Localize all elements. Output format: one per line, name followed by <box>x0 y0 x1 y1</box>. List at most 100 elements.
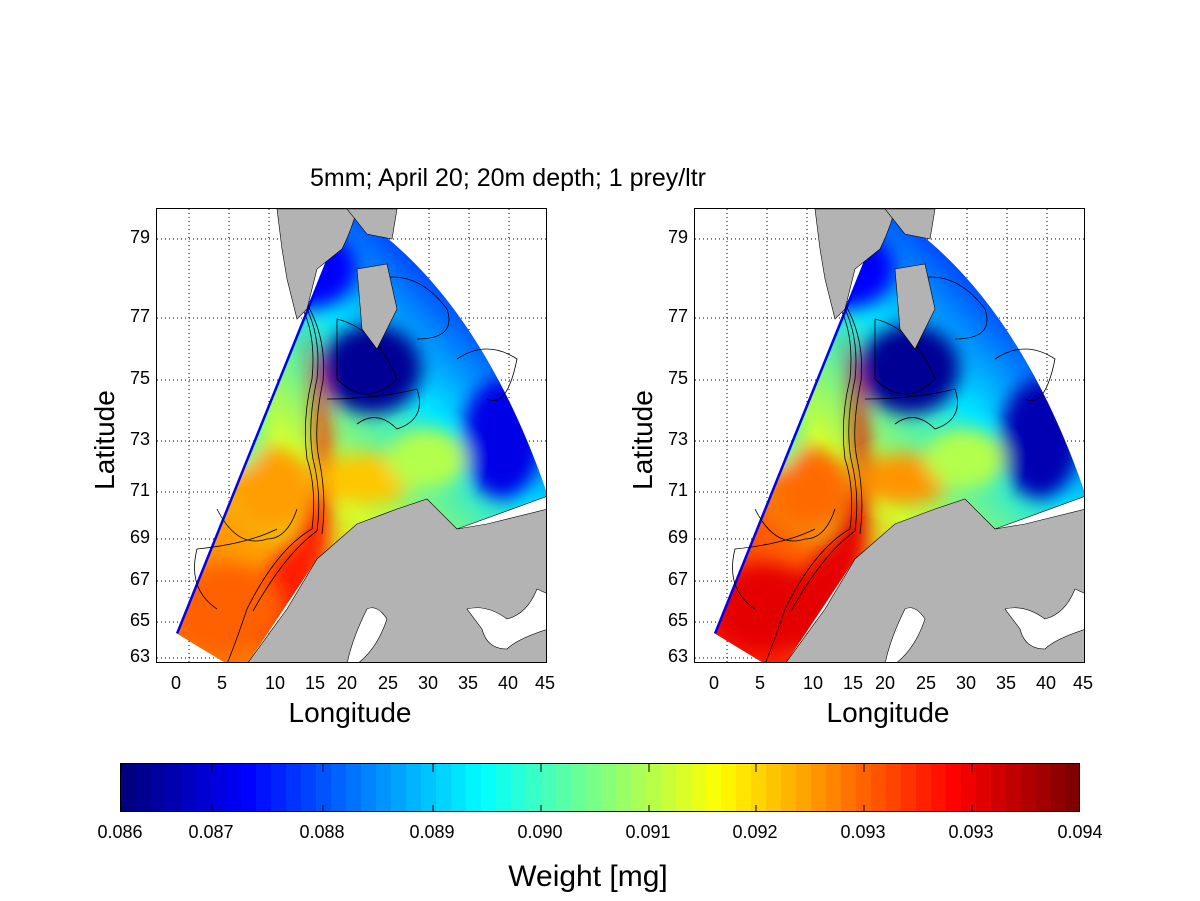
y-tick-label: 77 <box>667 306 688 326</box>
x-tick-label: 0 <box>170 673 182 693</box>
colorbar-swatch <box>856 764 872 811</box>
colorbar-swatch <box>1021 764 1037 811</box>
right-map-axes <box>694 208 1085 663</box>
colorbar-tick-label: 0.094 <box>1057 822 1103 842</box>
colorbar-swatch <box>571 764 587 811</box>
colorbar-swatch <box>391 764 407 811</box>
colorbar-swatch <box>256 764 272 811</box>
colorbar-swatch <box>241 764 257 811</box>
x-tick-label: 35 <box>457 673 479 693</box>
x-tick-label: 30 <box>955 673 977 693</box>
colorbar-swatch <box>661 764 677 811</box>
left-map-axes <box>156 208 547 663</box>
right-x-axis-label: Longitude <box>826 697 950 728</box>
colorbar-swatch <box>316 764 332 811</box>
y-tick-label: 75 <box>129 368 150 388</box>
colorbar-swatch <box>361 764 377 811</box>
y-tick-label: 75 <box>667 368 688 388</box>
y-tick-label: 63 <box>667 646 688 666</box>
y-tick-label: 73 <box>129 429 150 449</box>
colorbar-swatch <box>766 764 782 811</box>
y-tick-label: 79 <box>667 227 688 247</box>
colorbar-swatch <box>541 764 557 811</box>
colorbar-swatch <box>721 764 737 811</box>
colorbar-swatch <box>346 764 362 811</box>
colorbar-swatch <box>301 764 317 811</box>
x-tick-label: 20 <box>336 673 358 693</box>
colorbar-swatch <box>706 764 722 811</box>
colorbar-tick-label: 0.092 <box>732 822 778 842</box>
y-tick-label: 77 <box>129 306 150 326</box>
colorbar-swatch <box>976 764 992 811</box>
colorbar-swatch <box>376 764 392 811</box>
colorbar-swatch <box>811 764 827 811</box>
colorbar-swatch <box>1036 764 1052 811</box>
x-tick-label: 30 <box>417 673 439 693</box>
colorbar-swatch <box>271 764 287 811</box>
map-plot <box>695 209 1084 662</box>
y-tick-label: 63 <box>129 646 150 666</box>
x-tick-label: 25 <box>915 673 937 693</box>
y-tick-label: 65 <box>129 610 150 630</box>
colorbar-tick-label: 0.086 <box>97 822 143 842</box>
colorbar-swatch <box>691 764 707 811</box>
colorbar-swatch <box>796 764 812 811</box>
x-tick-label: 10 <box>264 673 286 693</box>
x-tick-label: 40 <box>497 673 519 693</box>
x-tick-label: 15 <box>304 673 326 693</box>
x-tick-label: 40 <box>1035 673 1057 693</box>
colorbar-swatch <box>916 764 932 811</box>
y-tick-label: 67 <box>129 569 150 589</box>
x-tick-label: 45 <box>534 673 556 693</box>
colorbar-swatch <box>946 764 962 811</box>
colorbar-swatch <box>901 764 917 811</box>
colorbar-tick-label: 0.089 <box>409 822 455 842</box>
colorbar-swatch <box>496 764 512 811</box>
colorbar-swatch <box>601 764 617 811</box>
colorbar-swatch <box>616 764 632 811</box>
x-tick-label: 5 <box>754 673 766 693</box>
colorbar-swatch <box>991 764 1007 811</box>
colorbar-swatch <box>781 764 797 811</box>
y-tick-label: 69 <box>129 527 150 547</box>
colorbar-swatch <box>826 764 842 811</box>
colorbar-swatch <box>886 764 902 811</box>
y-tick-label: 71 <box>667 480 688 500</box>
colorbar-swatch <box>466 764 482 811</box>
colorbar-swatch <box>151 764 167 811</box>
colorbar-swatch <box>511 764 527 811</box>
colorbar-tick-label: 0.091 <box>625 822 671 842</box>
colorbar-swatch <box>436 764 452 811</box>
colorbar-swatch <box>736 764 752 811</box>
colorbar-tick-label: 0.093 <box>840 822 886 842</box>
colorbar-swatch <box>421 764 437 811</box>
x-tick-label: 20 <box>874 673 896 693</box>
lakes-and-seas <box>885 496 1084 662</box>
colorbar-swatch <box>226 764 242 811</box>
lakes-and-seas <box>347 496 546 662</box>
bathymetry-contours <box>732 276 1056 662</box>
land <box>248 209 546 662</box>
y-tick-label: 71 <box>129 480 150 500</box>
colorbar-swatch <box>286 764 302 811</box>
x-tick-label: 5 <box>216 673 228 693</box>
colorbar-swatch <box>676 764 692 811</box>
y-tick-label: 69 <box>667 527 688 547</box>
colorbar-swatch <box>166 764 182 811</box>
colorbar-swatch <box>961 764 977 811</box>
colorbar-swatch <box>196 764 212 811</box>
colorbar-swatch <box>871 764 887 811</box>
colorbar-swatch <box>181 764 197 811</box>
map-plot <box>157 209 546 662</box>
x-tick-label: 25 <box>377 673 399 693</box>
x-tick-label: 15 <box>842 673 864 693</box>
x-tick-label: 0 <box>708 673 720 693</box>
y-tick-label: 65 <box>667 610 688 630</box>
colorbar-swatch <box>646 764 662 811</box>
colorbar <box>120 763 1080 812</box>
colorbar-swatch <box>556 764 572 811</box>
colorbar-swatch <box>406 764 422 811</box>
bathymetry-contours <box>194 276 518 662</box>
land <box>786 209 1084 662</box>
colorbar-swatch <box>1006 764 1022 811</box>
